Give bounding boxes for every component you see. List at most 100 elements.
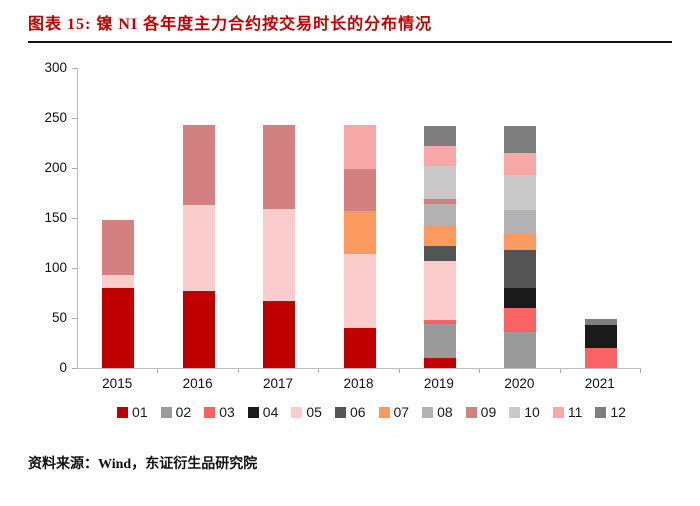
x-axis-label: 2019 bbox=[423, 376, 454, 391]
legend-swatch bbox=[595, 406, 607, 418]
legend-item-06: 06 bbox=[334, 404, 366, 420]
x-axis-tick-mark bbox=[479, 369, 481, 373]
bar-segment-2019-08 bbox=[423, 204, 456, 225]
legend-label: 12 bbox=[610, 404, 626, 420]
y-axis-tick-label: 200 bbox=[44, 160, 67, 175]
bar-segment-2019-07 bbox=[423, 225, 456, 246]
bar-segment-2020-06 bbox=[504, 250, 537, 288]
bar-segment-2016-05 bbox=[182, 205, 215, 291]
legend-swatch bbox=[160, 406, 172, 418]
y-axis-tick-label: 0 bbox=[59, 360, 67, 375]
x-axis-tick-mark bbox=[237, 369, 239, 373]
bar-2021 bbox=[584, 319, 617, 368]
bar-segment-2016-09 bbox=[182, 125, 215, 205]
bar-segment-2016-01 bbox=[182, 291, 215, 368]
legend-label: 01 bbox=[132, 404, 148, 420]
bar-segment-2019-12 bbox=[423, 126, 456, 146]
bar-segment-2019-02 bbox=[423, 324, 456, 358]
source-note: 资料来源：Wind，东证衍生品研究院 bbox=[28, 457, 258, 472]
legend-swatch bbox=[117, 406, 129, 418]
bar-segment-2021-03 bbox=[584, 348, 617, 368]
y-axis-tick-label: 50 bbox=[51, 310, 67, 325]
x-axis-label: 2021 bbox=[584, 376, 615, 391]
legend-swatch bbox=[422, 406, 434, 418]
bar-segment-2020-03 bbox=[504, 308, 537, 332]
bar-2015 bbox=[102, 220, 135, 368]
bar-segment-2018-09 bbox=[343, 169, 376, 211]
bar-segment-2019-06 bbox=[423, 246, 456, 261]
legend-item-01: 01 bbox=[117, 404, 148, 420]
bar-segment-2021-04 bbox=[584, 325, 617, 348]
bar-segment-2020-04 bbox=[504, 288, 537, 308]
x-axis-label: 2016 bbox=[182, 376, 213, 391]
y-axis-tick-mark bbox=[72, 368, 77, 369]
bar-segment-2018-11 bbox=[343, 125, 376, 169]
bar-2017 bbox=[263, 125, 296, 368]
figure-header: 图表 15: 镍 NI 各年度主力合约按交易时长的分布情况 bbox=[28, 0, 672, 43]
bar-2020 bbox=[504, 126, 537, 368]
legend-label: 05 bbox=[306, 404, 322, 420]
y-axis-tick-label: 300 bbox=[44, 60, 67, 75]
x-axis-tick-mark bbox=[640, 369, 641, 373]
bar-segment-2015-05 bbox=[102, 275, 135, 288]
legend-swatch bbox=[291, 406, 303, 418]
y-axis-tick-mark bbox=[72, 118, 77, 119]
legend-label: 04 bbox=[262, 404, 279, 420]
title-divider bbox=[28, 41, 672, 43]
bar-segment-2015-01 bbox=[102, 288, 135, 368]
x-axis-label: 2017 bbox=[263, 376, 294, 391]
bar-segment-2018-07 bbox=[343, 211, 376, 254]
legend-label: 10 bbox=[524, 404, 540, 420]
legend-item-02: 02 bbox=[160, 404, 192, 420]
legend-swatch bbox=[334, 406, 346, 418]
legend-item-10: 10 bbox=[509, 404, 540, 420]
bar-segment-2020-02 bbox=[504, 332, 537, 368]
y-axis-tick-mark bbox=[72, 318, 77, 319]
bar-segment-2017-01 bbox=[263, 301, 296, 368]
stacked-bar-chart: 0 50 100 150 200 250 300 2015 2016 2017 2018 2019 2… bbox=[0, 43, 700, 423]
bar-segment-2018-05 bbox=[343, 254, 376, 328]
legend-swatch bbox=[204, 406, 216, 418]
legend-label: 02 bbox=[175, 404, 192, 420]
bar-segment-2019-10 bbox=[423, 166, 456, 199]
bar-segment-2019-03 bbox=[423, 320, 456, 324]
x-axis-tick-mark bbox=[398, 369, 400, 373]
legend-swatch bbox=[552, 406, 564, 418]
y-axis-tick-mark bbox=[72, 68, 77, 69]
y-axis-labels: 0 50 100 150 200 250 300 bbox=[20, 60, 67, 375]
bar-segment-2020-07 bbox=[504, 234, 537, 250]
bar-segment-2020-12 bbox=[504, 126, 537, 153]
legend-item-03: 03 bbox=[204, 404, 235, 420]
legend-swatch bbox=[465, 406, 477, 418]
x-axis-tick-mark bbox=[559, 369, 561, 373]
bar-segment-2020-10 bbox=[504, 175, 537, 210]
x-axis-tick-mark bbox=[157, 369, 159, 373]
bar-segment-2017-09 bbox=[263, 125, 296, 209]
legend-label: 08 bbox=[437, 404, 453, 420]
legend-label: 03 bbox=[219, 404, 235, 420]
bar-2019 bbox=[423, 126, 456, 368]
bar-segment-2020-11 bbox=[504, 153, 537, 175]
bar-segment-2019-09 bbox=[423, 199, 456, 204]
x-axis-labels: 2015 2016 2017 2018 2019 2020 2021 bbox=[77, 376, 640, 392]
chart-legend: 01 02 03 04 05 06 07 08 09 10 11 12 bbox=[90, 404, 653, 420]
legend-swatch bbox=[509, 406, 521, 418]
bar-segment-2019-11 bbox=[423, 146, 456, 166]
x-axis-label: 2015 bbox=[102, 376, 133, 391]
legend-label: 07 bbox=[393, 404, 410, 420]
bar-segment-2017-05 bbox=[263, 209, 296, 301]
bar-segment-2019-01 bbox=[423, 358, 456, 368]
y-axis-tick-mark bbox=[72, 168, 77, 169]
y-axis-tick-mark bbox=[72, 218, 77, 219]
legend-swatch bbox=[378, 406, 390, 418]
legend-swatch bbox=[247, 406, 259, 418]
legend-item-08: 08 bbox=[422, 404, 453, 420]
bar-2016 bbox=[182, 125, 215, 368]
figure-title: 图表 15: 镍 NI 各年度主力合约按交易时长的分布情况 bbox=[28, 16, 433, 33]
legend-item-04: 04 bbox=[247, 404, 279, 420]
legend-label: 11 bbox=[567, 404, 583, 420]
y-axis-tick-mark bbox=[72, 268, 77, 269]
bar-segment-2020-08 bbox=[504, 210, 537, 234]
bar-segment-2018-01 bbox=[343, 328, 376, 368]
y-axis-tick-label: 100 bbox=[44, 260, 67, 275]
